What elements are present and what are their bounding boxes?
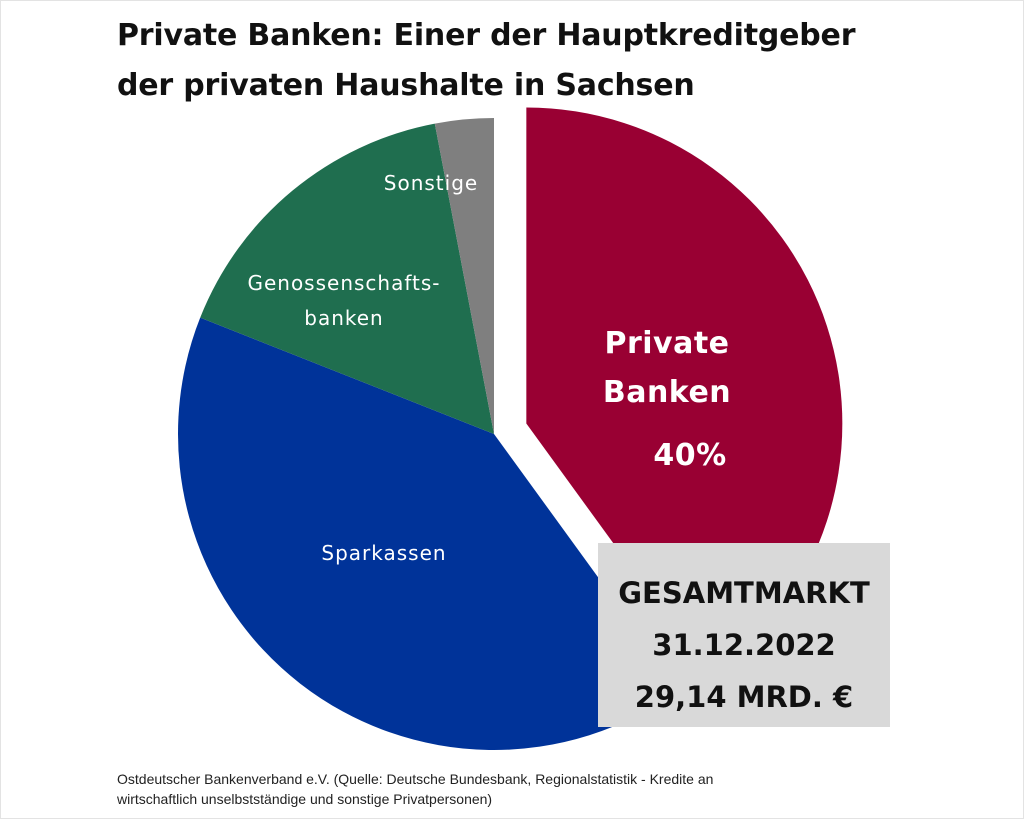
- total-market-label: GESAMTMARKT: [618, 576, 870, 610]
- slice-value-label-private-banken: 40%: [653, 438, 726, 473]
- total-market-volume: 29,14 MRD. €: [634, 680, 854, 714]
- source-footnote-line-2: wirtschaftlich unselbstständige und sons…: [117, 791, 493, 807]
- pie-slice-sparkassen: [177, 317, 680, 751]
- source-footnote: Ostdeutscher Bankenverband e.V. (Quelle:…: [117, 769, 713, 809]
- slice-label-private-banken-1: Private: [604, 326, 729, 361]
- chart-title: Private Banken: Einer der Hauptkreditgeb…: [117, 11, 855, 111]
- slice-label-genossenschaftsbanken-2: banken: [304, 306, 383, 330]
- slice-label-sonstige-1: Sonstige: [384, 171, 478, 195]
- chart-title-line-2: der privaten Haushalte in Sachsen: [117, 68, 695, 103]
- total-market-box: GESAMTMARKT 31.12.2022 29,14 MRD. €: [598, 543, 890, 727]
- pie-slice-genossenschaftsbanken: [200, 123, 495, 434]
- chart-title-line-1: Private Banken: Einer der Hauptkreditgeb…: [117, 18, 856, 53]
- slice-label-private-banken-2: Banken: [603, 375, 731, 410]
- slice-label-genossenschaftsbanken-1: Genossenschafts-: [247, 271, 440, 295]
- source-footnote-line-1: Ostdeutscher Bankenverband e.V. (Quelle:…: [117, 771, 714, 787]
- total-market-date: 31.12.2022: [652, 628, 836, 662]
- slice-label-sparkassen-1: Sparkassen: [321, 541, 446, 565]
- pie-slice-sonstige: [434, 118, 494, 434]
- pie-slice-private-banken: [526, 107, 843, 680]
